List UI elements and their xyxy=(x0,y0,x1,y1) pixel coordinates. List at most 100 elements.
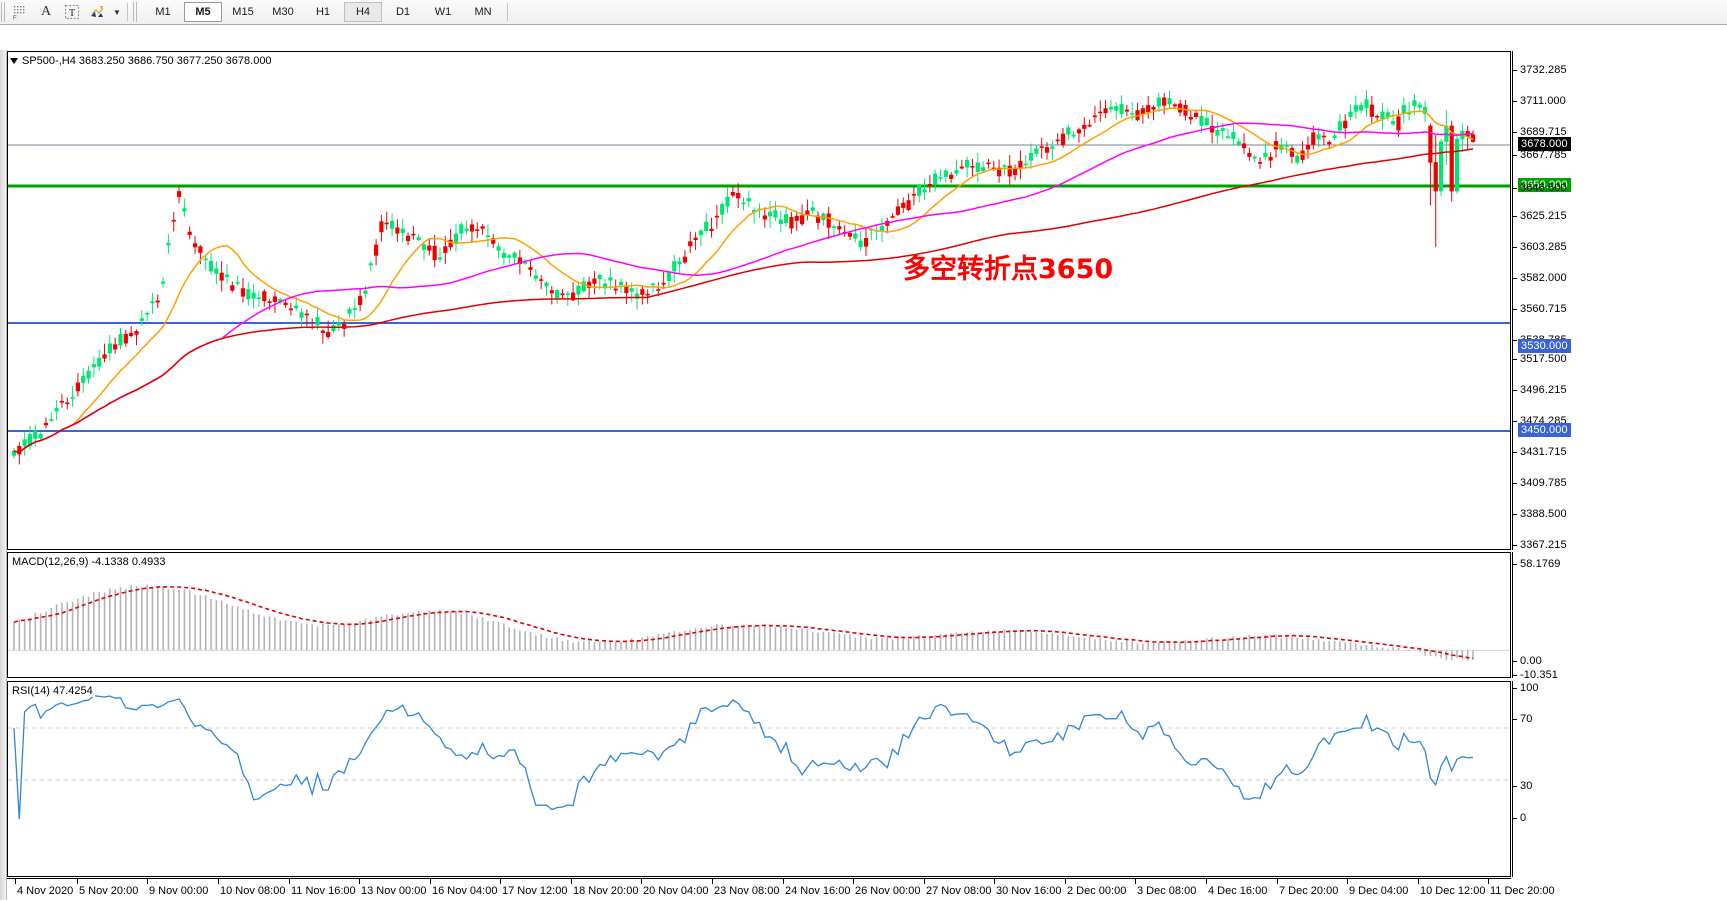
time-axis-label: 20 Nov 04:00 xyxy=(643,885,709,897)
candle xyxy=(118,327,123,350)
axis-label: 58.1769 xyxy=(1520,558,1561,570)
candle xyxy=(1039,137,1044,159)
candle xyxy=(895,198,901,217)
candle xyxy=(826,206,831,239)
price-level-badge[interactable]: 3650.000 xyxy=(1518,178,1571,192)
axis-label: 3388.500 xyxy=(1520,508,1567,520)
time-axis-label: 4 Nov 2020 xyxy=(17,885,74,897)
time-tick xyxy=(1347,879,1348,884)
text-label-icon[interactable]: A xyxy=(40,4,52,19)
candle xyxy=(246,282,251,306)
timeframe-w1[interactable]: W1 xyxy=(434,6,452,18)
symbol-header[interactable]: SP500-,H4 3683.250 3686.750 3677.250 367… xyxy=(8,55,274,67)
timeframe-m30[interactable]: M30 xyxy=(272,6,294,18)
axis-label: 70 xyxy=(1520,713,1533,725)
candle xyxy=(975,152,980,183)
chevron-down-icon[interactable]: ▼ xyxy=(113,7,121,17)
time-axis-label: 16 Nov 04:00 xyxy=(432,885,498,897)
candle xyxy=(634,287,640,310)
crosshair-grid-icon[interactable]: F xyxy=(7,0,33,24)
toolbar-grip[interactable] xyxy=(1,2,7,22)
axis-label: 3367.215 xyxy=(1520,539,1567,551)
candle xyxy=(576,281,581,306)
text-box-icon[interactable]: T xyxy=(59,0,85,24)
time-tick xyxy=(994,879,995,884)
time-tick xyxy=(641,879,642,884)
time-axis-label: 9 Dec 04:00 xyxy=(1349,885,1409,897)
timeframe-m5[interactable]: M5 xyxy=(184,2,222,22)
rsi-axis-line xyxy=(1512,681,1513,877)
candle xyxy=(379,215,384,242)
candle xyxy=(139,310,144,326)
time-axis[interactable]: 4 Nov 2020 5 Nov 20:00 9 Nov 00:00 10 Nov 0… xyxy=(7,878,1555,902)
candle xyxy=(475,222,480,239)
rsi-pane[interactable] xyxy=(7,681,1511,877)
price-chart-canvas[interactable] xyxy=(8,52,1510,549)
timeframe-h4[interactable]: H4 xyxy=(344,2,382,22)
rsi-canvas[interactable] xyxy=(8,682,1510,876)
candle xyxy=(176,187,182,204)
collapse-triangle-icon[interactable] xyxy=(10,58,18,64)
time-axis-label: 4 Dec 16:00 xyxy=(1208,885,1268,897)
timeframe-grip[interactable] xyxy=(133,2,139,22)
ma-slow-line xyxy=(13,148,1474,454)
candle xyxy=(736,183,741,209)
timeframe-h1[interactable]: H1 xyxy=(315,6,331,18)
rsi-axis[interactable]: 100 70 30 0 xyxy=(1512,681,1727,877)
candle xyxy=(1316,127,1321,148)
axis-label: 3625.215 xyxy=(1520,210,1567,222)
candle xyxy=(1156,92,1161,113)
candle xyxy=(411,226,416,240)
candle xyxy=(432,234,437,268)
candle xyxy=(709,217,714,238)
axis-label: 30 xyxy=(1520,780,1533,792)
timeframe-m15[interactable]: M15 xyxy=(232,6,254,18)
chart-annotation-text[interactable]: 多空转折点3650 xyxy=(903,254,1114,285)
candle xyxy=(1385,108,1390,121)
timeframe-d1[interactable]: D1 xyxy=(395,6,411,18)
macd-canvas[interactable] xyxy=(8,553,1510,677)
chart-vertical-scrollbar[interactable] xyxy=(0,50,7,900)
price-pane[interactable] xyxy=(7,51,1511,550)
time-tick xyxy=(1488,879,1489,884)
timeframe-m1[interactable]: M1 xyxy=(155,6,171,18)
axis-label: 3646.500 xyxy=(1520,182,1567,194)
price-level-badge[interactable]: 3450.000 xyxy=(1518,423,1571,437)
candle xyxy=(33,424,38,447)
axis-label: 3496.215 xyxy=(1520,384,1567,396)
axis-label: 3582.000 xyxy=(1520,272,1567,284)
axis-tick xyxy=(1512,216,1517,217)
candle xyxy=(693,232,698,251)
candle xyxy=(922,178,927,201)
macd-pane[interactable] xyxy=(7,552,1511,678)
candle xyxy=(400,218,405,243)
timeframe-group: M1 M5 M15 M30 H1 H4 D1 W1 MN xyxy=(143,2,503,22)
candle xyxy=(805,199,810,221)
candle xyxy=(810,200,815,215)
price-level-badge[interactable]: 3530.000 xyxy=(1518,339,1571,353)
candle xyxy=(874,224,879,241)
timeframe-mn[interactable]: MN xyxy=(474,6,492,18)
time-axis-label: 30 Nov 16:00 xyxy=(996,885,1062,897)
candle xyxy=(688,231,693,253)
candle xyxy=(1348,104,1353,120)
time-tick xyxy=(218,879,219,884)
axis-tick xyxy=(1512,132,1517,133)
axis-tick xyxy=(1512,688,1517,689)
price-axis[interactable]: 3732.285 3711.000 3689.715 3678.000 3667.785… xyxy=(1512,51,1727,551)
macd-indicator-label: MACD(12,26,9) -4.1338 0.4933 xyxy=(10,556,168,568)
candle xyxy=(1380,102,1385,130)
candle xyxy=(1204,110,1209,127)
shapes-icon[interactable] xyxy=(85,0,111,24)
candle xyxy=(160,276,166,288)
candle xyxy=(448,228,453,251)
candle xyxy=(485,224,491,248)
candle xyxy=(1012,164,1018,181)
candle xyxy=(395,219,400,242)
candle xyxy=(192,236,198,255)
price-level-badge[interactable]: 3678.000 xyxy=(1518,137,1571,151)
candle xyxy=(1060,127,1066,148)
candle xyxy=(821,212,826,226)
macd-axis[interactable]: 58.1769 0.00 -10.351 xyxy=(1512,552,1727,681)
